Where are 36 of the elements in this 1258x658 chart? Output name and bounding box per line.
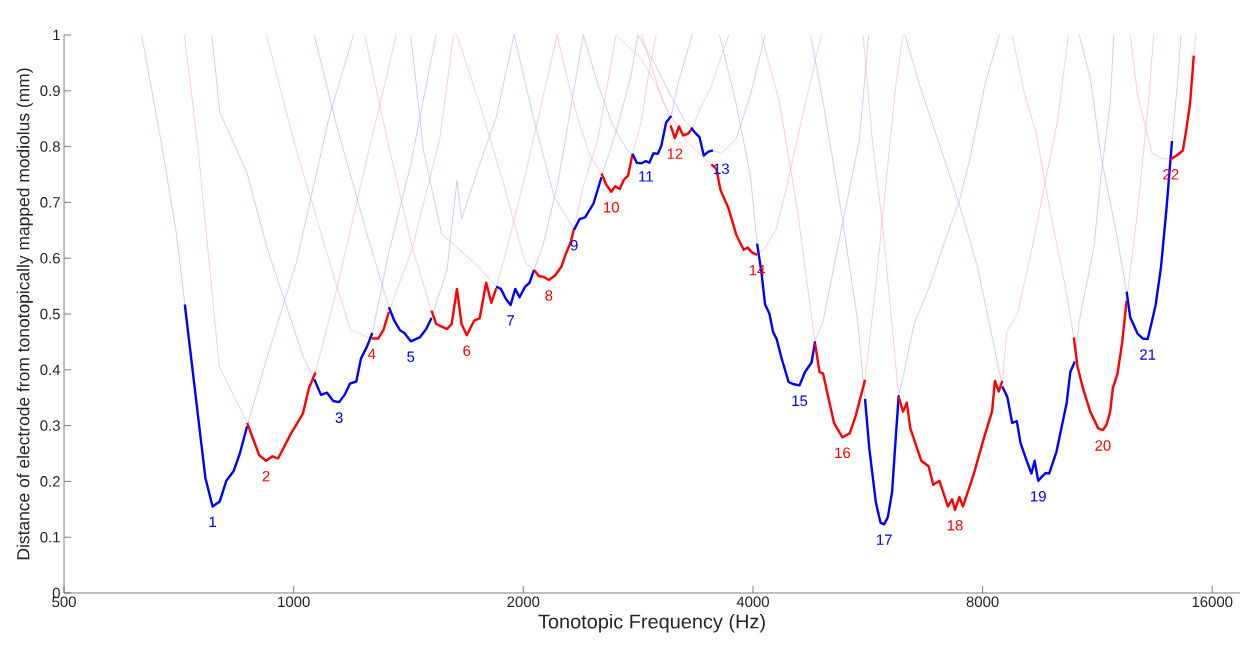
y-tick-label: 0.8 <box>40 141 60 152</box>
annotation: 15 <box>792 395 808 407</box>
annotation: 3 <box>335 412 343 423</box>
x-tick-label: 8000 <box>966 596 999 608</box>
y-tick-label: 0.4 <box>40 364 61 376</box>
x-tick-label: 16000 <box>1192 596 1233 608</box>
x-tick-label: 1000 <box>278 596 310 608</box>
annotation: 18 <box>947 520 963 531</box>
y-tick-label: 0.3 <box>40 420 60 431</box>
annotation: 19 <box>1031 491 1046 502</box>
annotation: 16 <box>835 447 851 459</box>
y-tick-label: 0.6 <box>40 252 60 264</box>
annotation: 8 <box>545 290 553 301</box>
annotation: 9 <box>570 239 578 251</box>
annotation: 6 <box>463 345 471 356</box>
y-axis-title: Distance of electrode from tonotopically mapped modiolus (mm) <box>16 68 33 560</box>
x-tick-label: 2000 <box>507 596 540 608</box>
annotation: 5 <box>407 351 415 362</box>
x-axis-title: Tonotopic Frequency (Hz) <box>538 613 765 633</box>
y-tick-label: 0.7 <box>40 197 60 208</box>
annotation: 17 <box>877 534 892 545</box>
annotation: 11 <box>639 171 653 182</box>
annotation: 12 <box>667 148 683 159</box>
x-tick-label: 4000 <box>736 596 769 608</box>
annotation: 10 <box>604 201 619 213</box>
y-tick-label: 0.5 <box>40 308 60 320</box>
y-tick-label: 0.1 <box>40 531 60 543</box>
annotation: 1 <box>209 516 217 527</box>
annotation: 7 <box>507 315 515 326</box>
annotation: 2 <box>262 470 270 482</box>
annotation: 4 <box>368 348 376 360</box>
y-tick-label: 0.9 <box>40 85 60 97</box>
annotation: 21 <box>1140 349 1156 360</box>
y-tick-label: 0.2 <box>40 476 60 487</box>
y-tick-label: 1 <box>53 29 60 41</box>
annotation: 20 <box>1095 440 1111 451</box>
